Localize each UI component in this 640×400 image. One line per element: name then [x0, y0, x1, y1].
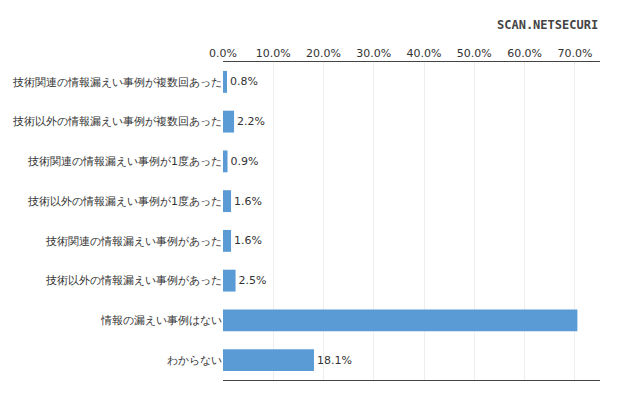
svg-text:2.5%: 2.5% [239, 274, 267, 287]
svg-text:技術関連の情報漏えい事例があった: 技術関連の情報漏えい事例があった [45, 235, 222, 248]
svg-text:18.1%: 18.1% [317, 354, 352, 367]
svg-text:60.0%: 60.0% [507, 47, 542, 60]
svg-text:20.0%: 20.0% [306, 47, 341, 60]
svg-text:技術以外の情報漏えい事例が1度あった: 技術以外の情報漏えい事例が1度あった [27, 195, 222, 208]
svg-text:0.9%: 0.9% [231, 155, 259, 168]
svg-text:50.0%: 50.0% [457, 47, 492, 60]
svg-text:0.8%: 0.8% [230, 75, 258, 88]
svg-text:技術以外の情報漏えい事例があった: 技術以外の情報漏えい事例があった [45, 274, 222, 287]
svg-text:SCAN.NETSECURI: SCAN.NETSECURI [497, 18, 598, 32]
svg-text:技術以外の情報漏えい事例が複数回あった: 技術以外の情報漏えい事例が複数回あった [12, 115, 222, 128]
svg-text:1.6%: 1.6% [234, 234, 262, 247]
svg-text:1.6%: 1.6% [234, 195, 262, 208]
svg-text:わからない: わからない [167, 354, 222, 367]
svg-text:技術関連の情報漏えい事例が複数回あった: 技術関連の情報漏えい事例が複数回あった [12, 76, 222, 89]
svg-text:40.0%: 40.0% [407, 47, 442, 60]
svg-text:技術関連の情報漏えい事例が1度あった: 技術関連の情報漏えい事例が1度あった [27, 155, 222, 168]
svg-text:情報の漏えい事例はない: 情報の漏えい事例はない [100, 314, 222, 327]
svg-text:0.0%: 0.0% [209, 47, 237, 60]
svg-text:30.0%: 30.0% [356, 47, 391, 60]
svg-text:2.2%: 2.2% [237, 115, 265, 128]
svg-text:10.0%: 10.0% [256, 47, 291, 60]
svg-text:70.0%: 70.0% [557, 47, 592, 60]
